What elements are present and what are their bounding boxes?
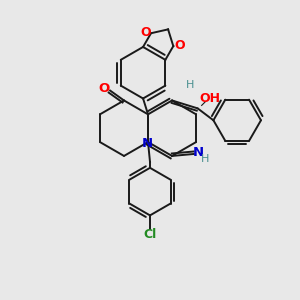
Text: O: O [99, 82, 110, 95]
Text: O: O [174, 39, 184, 52]
Text: H: H [200, 154, 209, 164]
Text: H: H [186, 80, 194, 90]
Text: N: N [193, 146, 204, 160]
Text: O: O [141, 26, 151, 39]
Text: OH: OH [199, 92, 220, 105]
Text: Cl: Cl [143, 228, 157, 241]
Text: N: N [142, 136, 153, 150]
